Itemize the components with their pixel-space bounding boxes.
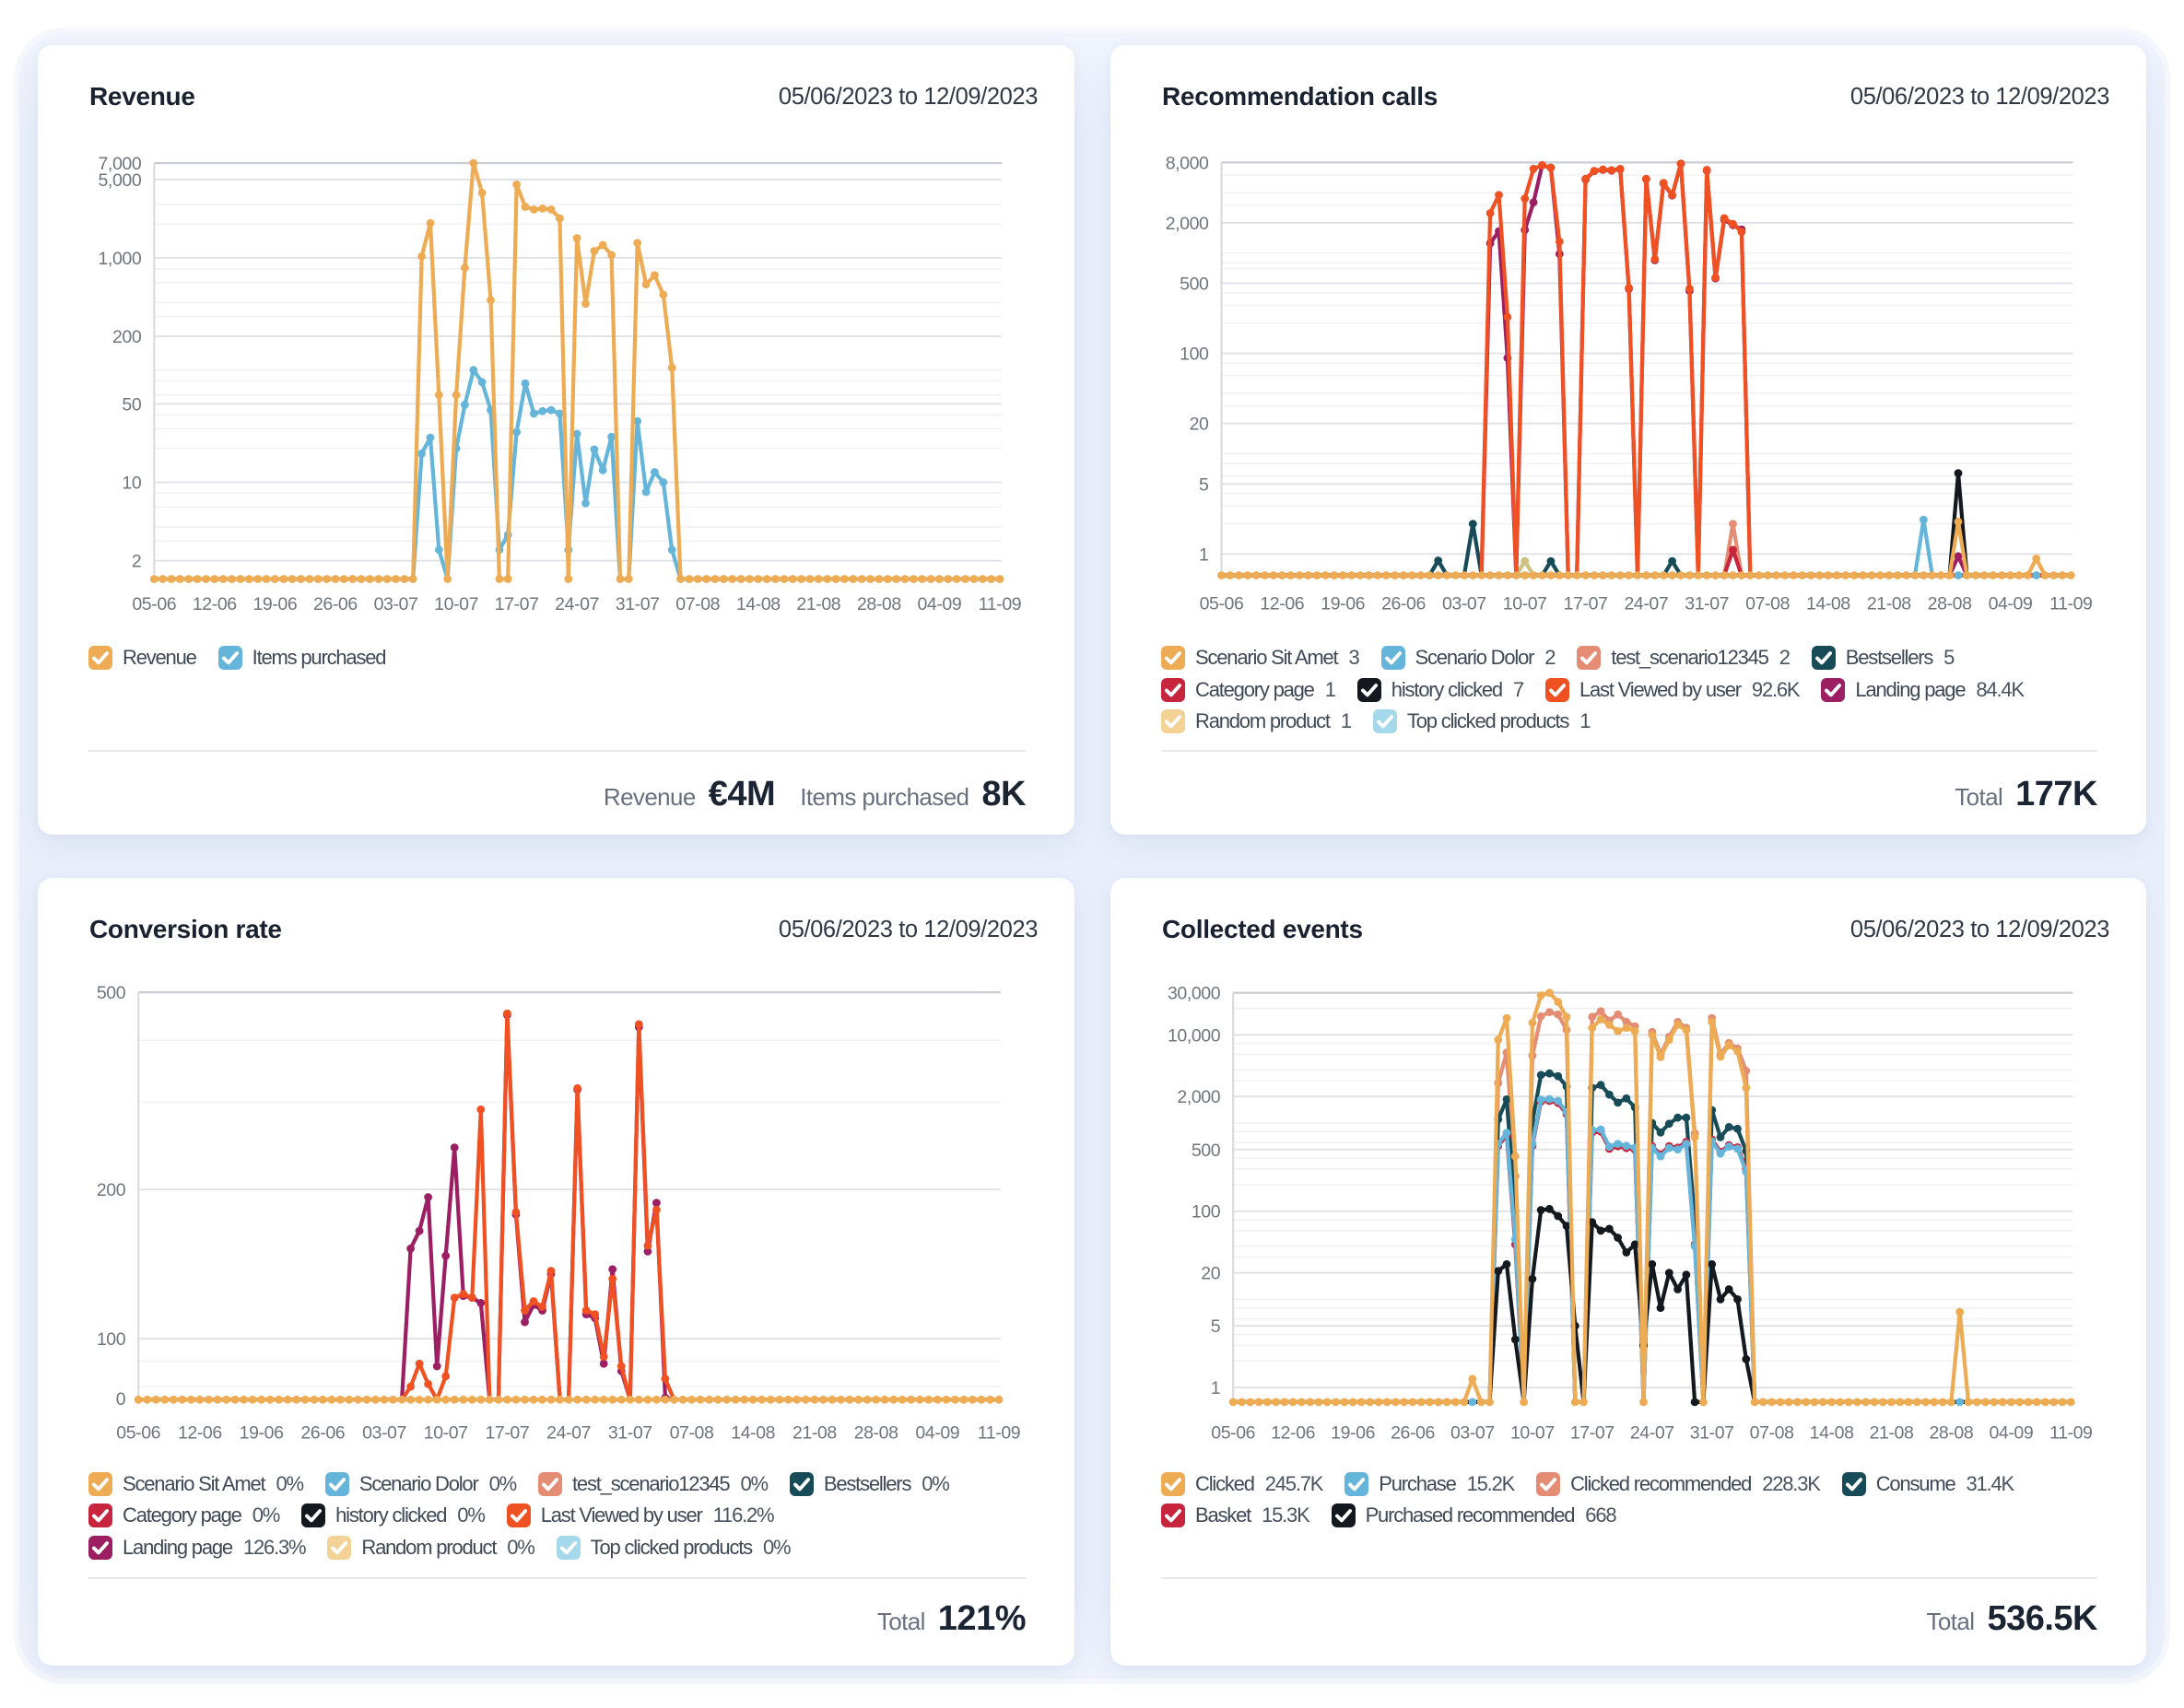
svg-text:200: 200 bbox=[112, 327, 142, 347]
svg-text:2,000: 2,000 bbox=[1166, 214, 1209, 234]
svg-text:07-08: 07-08 bbox=[1745, 594, 1790, 614]
svg-text:20: 20 bbox=[1201, 1264, 1220, 1284]
svg-text:28-08: 28-08 bbox=[857, 594, 901, 614]
svg-text:04-09: 04-09 bbox=[1989, 1423, 2033, 1444]
svg-text:500: 500 bbox=[97, 983, 126, 1003]
svg-text:24-07: 24-07 bbox=[1630, 1423, 1674, 1444]
svg-text:24-07: 24-07 bbox=[546, 1423, 591, 1444]
svg-text:500: 500 bbox=[1180, 275, 1209, 295]
svg-text:1: 1 bbox=[1199, 544, 1208, 565]
svg-text:1,000: 1,000 bbox=[98, 249, 141, 269]
svg-text:0: 0 bbox=[116, 1389, 126, 1410]
svg-text:03-07: 03-07 bbox=[1442, 594, 1486, 614]
svg-text:03-07: 03-07 bbox=[374, 594, 418, 614]
svg-text:19-06: 19-06 bbox=[1331, 1423, 1375, 1444]
svg-text:05-06: 05-06 bbox=[1200, 594, 1244, 614]
svg-text:5,000: 5,000 bbox=[98, 170, 141, 191]
svg-text:12-06: 12-06 bbox=[193, 594, 237, 614]
svg-text:1: 1 bbox=[1211, 1378, 1220, 1398]
svg-text:12-06: 12-06 bbox=[1271, 1423, 1315, 1444]
svg-text:12-06: 12-06 bbox=[1260, 594, 1304, 614]
svg-text:11-09: 11-09 bbox=[979, 594, 1021, 614]
svg-text:07-08: 07-08 bbox=[675, 594, 720, 614]
svg-text:26-06: 26-06 bbox=[300, 1423, 345, 1444]
svg-text:2,000: 2,000 bbox=[1177, 1087, 1220, 1107]
svg-text:05-06: 05-06 bbox=[116, 1423, 160, 1444]
svg-text:10: 10 bbox=[122, 474, 141, 494]
svg-text:28-08: 28-08 bbox=[854, 1423, 898, 1444]
svg-text:26-06: 26-06 bbox=[1381, 594, 1426, 614]
svg-text:07-08: 07-08 bbox=[670, 1423, 714, 1444]
svg-text:03-07: 03-07 bbox=[1450, 1423, 1495, 1444]
svg-text:26-06: 26-06 bbox=[1391, 1423, 1435, 1444]
svg-text:7,000: 7,000 bbox=[98, 154, 141, 174]
svg-text:10-07: 10-07 bbox=[1510, 1423, 1555, 1444]
svg-text:31-07: 31-07 bbox=[1685, 594, 1729, 614]
svg-text:05-06: 05-06 bbox=[1211, 1423, 1255, 1444]
svg-text:10,000: 10,000 bbox=[1168, 1025, 1221, 1046]
svg-text:17-07: 17-07 bbox=[485, 1423, 529, 1444]
svg-text:2: 2 bbox=[132, 552, 141, 572]
svg-text:17-07: 17-07 bbox=[1564, 594, 1608, 614]
svg-text:24-07: 24-07 bbox=[1624, 594, 1668, 614]
svg-text:10-07: 10-07 bbox=[1503, 594, 1547, 614]
svg-text:8,000: 8,000 bbox=[1166, 153, 1209, 173]
svg-text:30,000: 30,000 bbox=[1168, 984, 1221, 1004]
svg-text:31-07: 31-07 bbox=[608, 1423, 652, 1444]
svg-text:17-07: 17-07 bbox=[495, 594, 539, 614]
svg-text:17-07: 17-07 bbox=[1570, 1423, 1615, 1444]
svg-text:11-09: 11-09 bbox=[2049, 1423, 2092, 1444]
svg-text:100: 100 bbox=[1192, 1202, 1221, 1223]
svg-text:5: 5 bbox=[1199, 474, 1209, 495]
svg-text:10-07: 10-07 bbox=[434, 594, 478, 614]
svg-text:31-07: 31-07 bbox=[1690, 1423, 1734, 1444]
svg-text:28-08: 28-08 bbox=[1929, 1423, 1973, 1444]
svg-text:20: 20 bbox=[1190, 415, 1209, 435]
svg-text:21-08: 21-08 bbox=[796, 594, 840, 614]
svg-text:500: 500 bbox=[1192, 1141, 1221, 1161]
svg-text:28-08: 28-08 bbox=[1928, 594, 1972, 614]
svg-text:100: 100 bbox=[1180, 345, 1209, 365]
svg-text:10-07: 10-07 bbox=[424, 1423, 468, 1444]
svg-text:26-06: 26-06 bbox=[313, 594, 358, 614]
svg-text:21-08: 21-08 bbox=[793, 1423, 837, 1444]
svg-text:19-06: 19-06 bbox=[1321, 594, 1365, 614]
svg-text:05-06: 05-06 bbox=[132, 594, 176, 614]
svg-text:03-07: 03-07 bbox=[362, 1423, 406, 1444]
svg-text:04-09: 04-09 bbox=[915, 1423, 959, 1444]
svg-text:07-08: 07-08 bbox=[1750, 1423, 1794, 1444]
svg-text:11-09: 11-09 bbox=[2049, 594, 2092, 614]
svg-text:14-08: 14-08 bbox=[736, 594, 781, 614]
svg-text:19-06: 19-06 bbox=[240, 1423, 284, 1444]
svg-text:12-06: 12-06 bbox=[178, 1423, 222, 1444]
svg-text:04-09: 04-09 bbox=[917, 594, 961, 614]
svg-text:24-07: 24-07 bbox=[555, 594, 599, 614]
svg-text:11-09: 11-09 bbox=[978, 1423, 1020, 1444]
svg-text:100: 100 bbox=[97, 1329, 126, 1350]
svg-text:31-07: 31-07 bbox=[616, 594, 660, 614]
svg-text:19-06: 19-06 bbox=[252, 594, 297, 614]
svg-text:5: 5 bbox=[1211, 1316, 1221, 1337]
svg-text:21-08: 21-08 bbox=[1870, 1423, 1914, 1444]
svg-text:14-08: 14-08 bbox=[1806, 594, 1850, 614]
svg-text:21-08: 21-08 bbox=[1867, 594, 1911, 614]
svg-text:14-08: 14-08 bbox=[731, 1423, 775, 1444]
svg-text:14-08: 14-08 bbox=[1810, 1423, 1854, 1444]
svg-text:50: 50 bbox=[122, 394, 141, 415]
svg-text:200: 200 bbox=[97, 1180, 126, 1200]
svg-text:04-09: 04-09 bbox=[1989, 594, 2033, 614]
